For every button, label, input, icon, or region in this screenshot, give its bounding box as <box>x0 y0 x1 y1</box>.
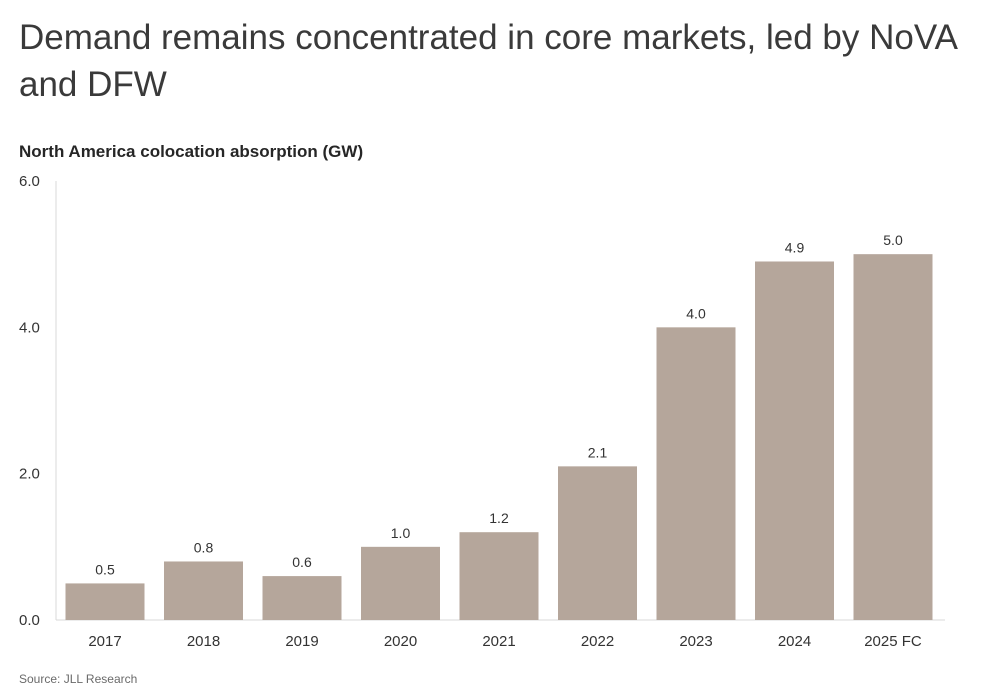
x-tick-label: 2024 <box>778 633 811 650</box>
bar-value-label: 5.0 <box>883 232 903 248</box>
bar <box>656 327 736 620</box>
bar-value-label: 0.6 <box>292 554 312 570</box>
x-tick-label: 2022 <box>581 633 614 650</box>
y-tick-label: 0.0 <box>19 612 40 629</box>
bar-value-label: 0.5 <box>95 561 115 577</box>
bar <box>164 561 243 620</box>
bar-value-label: 1.0 <box>391 525 411 541</box>
bar-value-label: 4.9 <box>785 239 805 255</box>
chart-area: 0.0 2.0 4.0 6.0 0.5 2017 0.8 2018 0.6 2019 1.0 2020… <box>0 165 985 655</box>
bar-value-label: 2.1 <box>588 444 608 460</box>
bar-chart: 0.0 2.0 4.0 6.0 0.5 2017 0.8 2018 0.6 2019 1.0 2020… <box>19 173 945 650</box>
y-tick-label: 4.0 <box>19 319 40 336</box>
bar <box>459 532 539 620</box>
x-tick-label: 2023 <box>679 633 712 650</box>
x-tick-label: 2017 <box>88 633 121 650</box>
bar <box>853 254 933 620</box>
bar <box>558 466 637 620</box>
bar-value-label: 4.0 <box>686 305 706 321</box>
chart-title: Demand remains concentrated in core mark… <box>19 18 957 104</box>
chart-subtitle: North America colocation absorption (GW) <box>19 142 364 161</box>
bar-value-label: 0.8 <box>194 539 214 555</box>
x-tick-label: 2020 <box>384 633 417 650</box>
source-note: Source: JLL Research <box>19 672 138 686</box>
bar <box>65 583 145 620</box>
x-tick-label: 2021 <box>482 633 515 650</box>
bar <box>262 576 342 620</box>
x-tick-label: 2018 <box>187 633 220 650</box>
bar-value-label: 1.2 <box>489 510 509 526</box>
x-tick-label: 2019 <box>285 633 318 650</box>
bar <box>361 546 440 620</box>
y-tick-label: 2.0 <box>19 466 40 483</box>
x-tick-label: 2025 FC <box>864 633 922 650</box>
bar <box>755 261 834 620</box>
y-tick-label: 6.0 <box>19 173 40 190</box>
